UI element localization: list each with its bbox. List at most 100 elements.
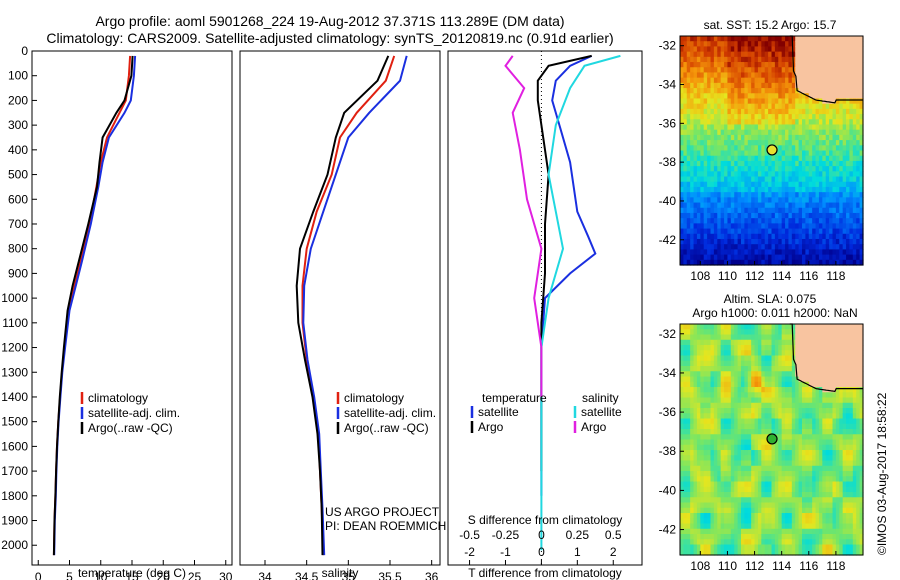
map-x-tick-label: 108 <box>690 269 710 283</box>
x-tick-label: 20 <box>157 570 171 580</box>
map-y-tick-label: -34 <box>659 78 677 92</box>
map-x-tick-label: 114 <box>772 269 791 283</box>
map-x-tick-label: 110 <box>718 559 737 573</box>
depth-tick-label: 200 <box>8 93 28 107</box>
map-y-tick-label: -40 <box>659 483 677 497</box>
depth-tick-label: 900 <box>8 266 28 280</box>
x-tick-label: -2 <box>464 545 475 559</box>
x-tick-label: 35 <box>342 570 356 580</box>
legend-header-temperature: temperature <box>482 391 547 405</box>
legend-entry: Argo <box>478 420 504 434</box>
map-frame <box>679 323 864 556</box>
title-line-1: Argo profile: aoml 5901268_224 19-Aug-20… <box>95 13 565 29</box>
float-position-marker <box>766 144 778 156</box>
temperature-panel <box>31 50 233 566</box>
map-x-tick-label: 112 <box>745 559 764 573</box>
x-tick-label: 10 <box>94 570 108 580</box>
map-y-tick-label: -42 <box>659 523 677 537</box>
x-tick-label: 15 <box>125 570 139 580</box>
legend-entry: Argo(..raw -QC) <box>88 421 173 435</box>
sla-map-subtitle: Argo h1000: 0.011 h2000: NaN <box>692 306 857 320</box>
pi-note: PI: DEAN ROEMMICH <box>325 519 446 533</box>
salinity-diff-label: S difference from climatology <box>468 513 623 527</box>
depth-tick-label: 1000 <box>1 291 28 305</box>
depth-tick-label: 1200 <box>1 341 28 355</box>
series-line-2 <box>295 55 390 556</box>
map-panel-3 <box>680 36 864 266</box>
x-tick-label-salinity: 0.5 <box>605 528 622 542</box>
difference-panel <box>447 50 643 566</box>
legend-entry: satellite-adj. clim. <box>88 406 180 420</box>
depth-tick-label: 1700 <box>1 464 28 478</box>
series-line-0 <box>540 54 597 496</box>
series-line-1 <box>302 55 408 556</box>
depth-tick-label: 1100 <box>2 316 28 330</box>
x-tick-label: -1 <box>500 545 511 559</box>
map-x-tick-label: 118 <box>826 559 845 573</box>
x-tick-label: 2 <box>610 545 617 559</box>
copyright-stamp: ©IMOS 03-Aug-2017 18:58:22 <box>875 392 889 555</box>
legend-entry: Argo(..raw -QC) <box>344 421 429 435</box>
legend-entry: satellite-adj. clim. <box>344 406 436 420</box>
x-tick-label: 36 <box>425 570 439 580</box>
title-line-2: Climatology: CARS2009. Satellite-adjuste… <box>46 30 614 46</box>
map-x-tick-label: 118 <box>826 269 845 283</box>
depth-tick-label: 500 <box>8 168 28 182</box>
series-line-0 <box>52 55 132 556</box>
x-tick-label-salinity: 0.25 <box>566 528 590 542</box>
depth-tick-label: 2000 <box>1 538 28 552</box>
legend-entry: satellite <box>581 405 622 419</box>
x-tick-label: 34 <box>258 570 272 580</box>
sla-map-title: Altim. SLA: 0.075 <box>724 292 817 306</box>
map-y-tick-label: -34 <box>659 366 677 380</box>
depth-tick-label: 1800 <box>1 489 28 503</box>
series-line-3 <box>504 55 543 397</box>
x-tick-label: 0 <box>538 545 545 559</box>
x-axis-label: salinity <box>322 566 359 580</box>
x-axis-label: T difference from climatology <box>468 566 622 580</box>
map-x-tick-label: 112 <box>745 269 764 283</box>
legend-entry: climatology <box>88 391 148 405</box>
map-y-tick-label: -36 <box>659 116 677 130</box>
depth-tick-label: 1400 <box>1 390 28 404</box>
salinity-panel <box>239 50 441 566</box>
map-frame <box>679 35 864 266</box>
map-y-tick-label: -40 <box>659 194 677 208</box>
x-tick-label: 0 <box>35 570 42 580</box>
x-tick-label: 35.5 <box>378 570 402 580</box>
map-y-tick-label: -36 <box>659 405 677 419</box>
project-note: US ARGO PROJECT <box>325 505 440 519</box>
x-axis-label: temperature (deg C) <box>78 566 186 580</box>
depth-tick-label: 700 <box>8 217 28 231</box>
map-x-tick-label: 108 <box>690 559 710 573</box>
series-line-2 <box>52 55 134 556</box>
depth-tick-label: 300 <box>8 118 28 132</box>
x-tick-label: 30 <box>219 570 233 580</box>
depth-tick-label: 1900 <box>1 514 28 528</box>
x-tick-label-salinity: 0 <box>538 528 545 542</box>
depth-tick-label: 100 <box>8 69 28 83</box>
coastline <box>789 35 863 104</box>
legend-header-salinity: salinity <box>582 391 619 405</box>
legend-entry: climatology <box>344 391 404 405</box>
coastline <box>789 323 863 393</box>
depth-tick-label: 600 <box>8 192 28 206</box>
depth-tick-label: 1600 <box>1 439 28 453</box>
float-position-marker <box>766 433 778 445</box>
x-tick-label: 5 <box>66 570 73 580</box>
map-y-tick-label: -32 <box>659 327 677 341</box>
series-line-1 <box>53 55 137 556</box>
depth-tick-label: 400 <box>8 143 28 157</box>
depth-tick-label: 1500 <box>1 415 28 429</box>
map-y-tick-label: -38 <box>659 444 677 458</box>
sst-map-title: sat. SST: 15.2 Argo: 15.7 <box>704 18 837 32</box>
map-y-tick-label: -38 <box>659 155 677 169</box>
x-tick-label: 1 <box>574 545 581 559</box>
legend-entry: Argo <box>581 420 607 434</box>
map-x-tick-label: 116 <box>799 559 818 573</box>
depth-tick-label: 1300 <box>1 365 28 379</box>
x-tick-label-salinity: -0.25 <box>492 528 520 542</box>
series-line-2 <box>540 54 621 551</box>
map-x-tick-label: 114 <box>772 559 791 573</box>
